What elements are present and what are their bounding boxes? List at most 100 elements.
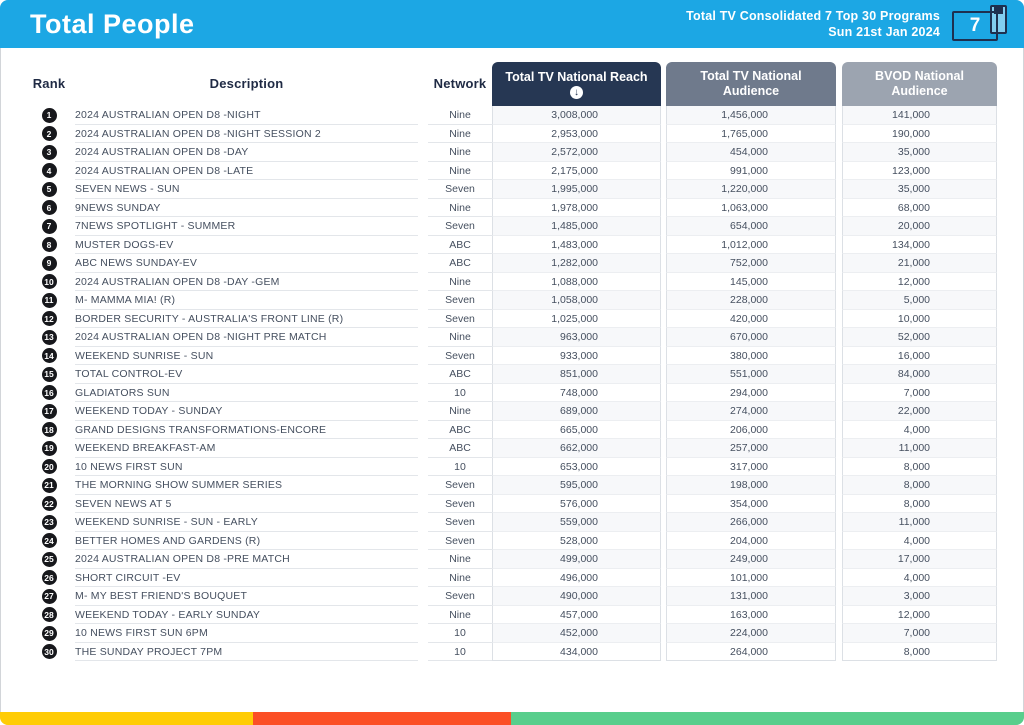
program-network: Nine: [428, 606, 492, 624]
bvod-value: 21,000: [842, 254, 997, 273]
program-description: 2024 AUSTRALIAN OPEN D8 -NIGHT SESSION 2: [75, 125, 418, 143]
bvod-value: 141,000: [842, 106, 997, 125]
column-header-network: Network: [433, 75, 487, 91]
table-row: 9 ABC NEWS SUNDAY-EV ABC 1,282,000 752,0…: [0, 254, 1024, 273]
column-header-total-tv-national-reach[interactable]: Total TV National Reach ↓: [492, 62, 661, 106]
program-description: M- MY BEST FRIEND'S BOUQUET: [75, 587, 418, 606]
program-network: Seven: [428, 476, 492, 495]
table-row: 11 M- MAMMA MIA! (R) Seven 1,058,000 228…: [0, 291, 1024, 310]
table-row: 28 WEEKEND TODAY - EARLY SUNDAY Nine 457…: [0, 605, 1024, 624]
table-row: 15 TOTAL CONTROL-EV ABC 851,000 551,000 …: [0, 365, 1024, 384]
bvod-value: 3,000: [842, 587, 997, 606]
reach-value: 851,000: [492, 365, 661, 384]
reach-value: 496,000: [492, 568, 661, 587]
reach-value: 3,008,000: [492, 106, 661, 125]
table-row: 26 SHORT CIRCUIT -EV Nine 496,000 101,00…: [0, 568, 1024, 587]
program-network: Nine: [428, 143, 492, 162]
table-header-row: Rank Description Network Total TV Nation…: [0, 60, 1024, 106]
reach-value: 576,000: [492, 494, 661, 513]
program-description: GLADIATORS SUN: [75, 384, 418, 402]
program-network: Nine: [428, 125, 492, 143]
table-row: 24 BETTER HOMES AND GARDENS (R) Seven 52…: [0, 531, 1024, 550]
table-row: 18 GRAND DESIGNS TRANSFORMATIONS-ENCORE …: [0, 420, 1024, 439]
report-subtitle-line2: Sun 21st Jan 2024: [828, 25, 940, 39]
program-description: SEVEN NEWS - SUN: [75, 180, 418, 199]
program-network: 10: [428, 384, 492, 402]
footer-color-bar: [0, 712, 1024, 725]
rank-badge: 17: [41, 403, 57, 419]
table-body: 1 2024 AUSTRALIAN OPEN D8 -NIGHT Nine 3,…: [0, 106, 1024, 661]
table-row: 21 THE MORNING SHOW SUMMER SERIES Seven …: [0, 476, 1024, 495]
rank-badge: 12: [41, 311, 57, 327]
footer-segment-red: [253, 712, 511, 725]
rank-badge: 3: [41, 144, 57, 160]
bvod-value: 4,000: [842, 531, 997, 550]
bvod-value: 12,000: [842, 605, 997, 624]
reach-value: 1,058,000: [492, 291, 661, 310]
bvod-value: 5,000: [842, 291, 997, 310]
sort-descending-icon[interactable]: ↓: [570, 85, 583, 99]
reach-value: 1,995,000: [492, 180, 661, 199]
audience-value: 224,000: [666, 624, 836, 643]
reach-value: 490,000: [492, 587, 661, 606]
bvod-value: 134,000: [842, 235, 997, 254]
audience-value: 551,000: [666, 365, 836, 384]
rank-badge: 18: [41, 422, 57, 438]
reach-value: 689,000: [492, 402, 661, 421]
program-network: Seven: [428, 495, 492, 513]
audience-value: 1,456,000: [666, 106, 836, 125]
table-row: 4 2024 AUSTRALIAN OPEN D8 -LATE Nine 2,1…: [0, 161, 1024, 180]
program-network: ABC: [428, 439, 492, 458]
table-row: 27 M- MY BEST FRIEND'S BOUQUET Seven 490…: [0, 587, 1024, 606]
rank-badge: 9: [41, 255, 57, 271]
bvod-value: 10,000: [842, 309, 997, 328]
footer-segment-yellow: [0, 712, 253, 725]
audience-value: 204,000: [666, 531, 836, 550]
program-network: Nine: [428, 569, 492, 587]
table-row: 16 GLADIATORS SUN 10 748,000 294,000 7,0…: [0, 383, 1024, 402]
rank-badge: 29: [41, 625, 57, 641]
rank-badge: 30: [41, 644, 57, 660]
bvod-value: 4,000: [842, 420, 997, 439]
page-title: Total People: [30, 8, 195, 39]
table-row: 30 THE SUNDAY PROJECT 7PM 10 434,000 264…: [0, 642, 1024, 661]
program-description: WEEKEND BREAKFAST-AM: [75, 439, 418, 458]
table-row: 8 MUSTER DOGS-EV ABC 1,483,000 1,012,000…: [0, 235, 1024, 254]
bvod-value: 22,000: [842, 402, 997, 421]
reach-value: 665,000: [492, 420, 661, 439]
program-description: 2024 AUSTRALIAN OPEN D8 -NIGHT: [75, 106, 418, 125]
table-row: 5 SEVEN NEWS - SUN Seven 1,995,000 1,220…: [0, 180, 1024, 199]
table-row: 19 WEEKEND BREAKFAST-AM ABC 662,000 257,…: [0, 439, 1024, 458]
footer-segment-green: [511, 712, 1024, 725]
table-row: 20 10 NEWS FIRST SUN 10 653,000 317,000 …: [0, 457, 1024, 476]
program-network: Seven: [428, 291, 492, 310]
bvod-value: 8,000: [842, 642, 997, 661]
program-network: 10: [428, 643, 492, 661]
rank-badge: 11: [41, 292, 57, 308]
audience-value: 294,000: [666, 383, 836, 402]
program-network: 10: [428, 624, 492, 643]
reach-value: 434,000: [492, 642, 661, 661]
reach-value: 1,088,000: [492, 272, 661, 291]
program-network: Seven: [428, 532, 492, 550]
column-header-bvod-national-audience[interactable]: BVOD National Audience: [842, 62, 997, 106]
reach-header-label: Total TV National Reach: [505, 69, 648, 84]
audience-value: 654,000: [666, 217, 836, 236]
table-row: 6 9NEWS SUNDAY Nine 1,978,000 1,063,000 …: [0, 198, 1024, 217]
program-network: Nine: [428, 328, 492, 347]
reach-value: 2,175,000: [492, 161, 661, 180]
program-network: Nine: [428, 273, 492, 291]
column-header-total-tv-national-audience[interactable]: Total TV National Audience: [666, 62, 836, 106]
table-row: 12 BORDER SECURITY - AUSTRALIA'S FRONT L…: [0, 309, 1024, 328]
audience-value: 1,220,000: [666, 180, 836, 199]
audience-value: 317,000: [666, 457, 836, 476]
audience-value: 380,000: [666, 346, 836, 365]
program-network: Seven: [428, 347, 492, 365]
audience-value: 206,000: [666, 420, 836, 439]
bvod-value: 68,000: [842, 198, 997, 217]
table-row: 22 SEVEN NEWS AT 5 Seven 576,000 354,000…: [0, 494, 1024, 513]
audience-value: 198,000: [666, 476, 836, 495]
program-network: Seven: [428, 310, 492, 328]
program-description: BORDER SECURITY - AUSTRALIA'S FRONT LINE…: [75, 310, 418, 328]
